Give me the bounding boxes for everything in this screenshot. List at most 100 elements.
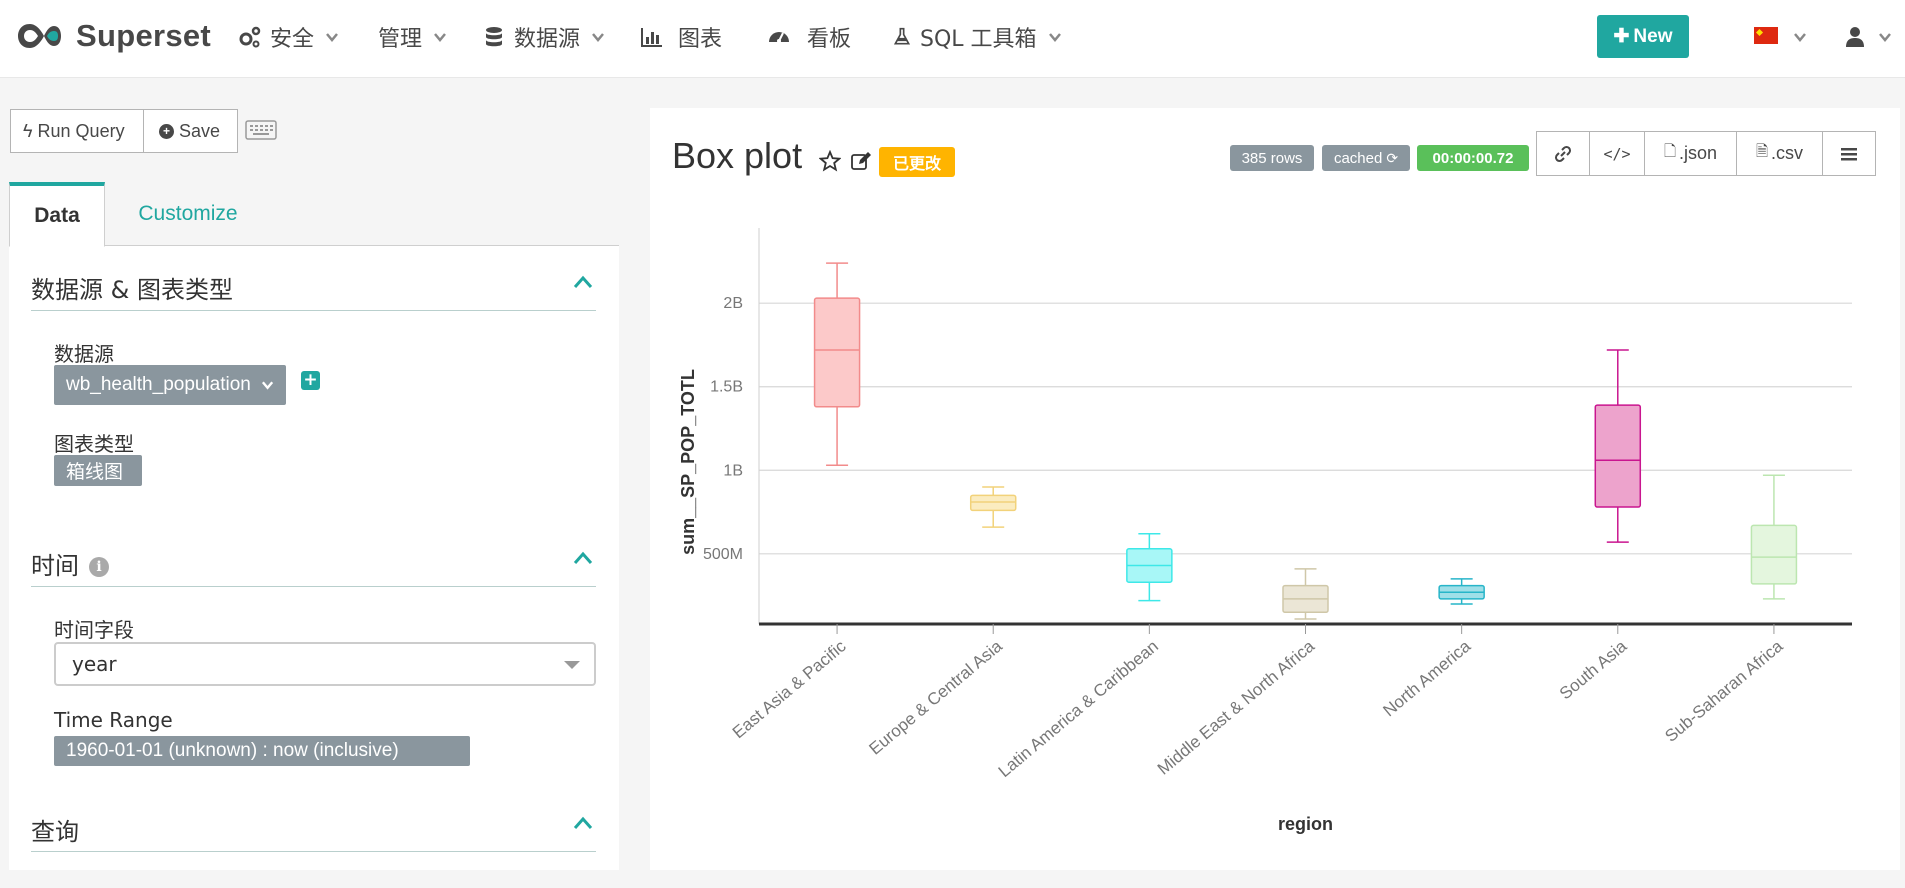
x-tick-label: Europe & Central Asia <box>865 636 1006 758</box>
keyboard-icon[interactable] <box>245 119 277 141</box>
nav-datasources-menu[interactable]: 数据源 <box>482 22 604 52</box>
nav-dashboards-link[interactable]: 看板 <box>767 22 851 52</box>
y-tick-label: 500M <box>703 546 743 563</box>
query-toolbar: ϟ Run Query + Save <box>10 109 238 153</box>
chart-panel <box>650 108 1900 870</box>
row-count-badge: 385 rows <box>1230 145 1314 171</box>
star-icon[interactable] <box>819 150 841 172</box>
x-tick-label: South Asia <box>1556 636 1631 703</box>
box-north-america: North America <box>1379 578 1485 720</box>
database-icon <box>486 27 502 47</box>
run-query-label: Run Query <box>37 120 125 141</box>
bar-chart-icon <box>641 28 662 47</box>
y-tick-label: 1B <box>723 462 743 479</box>
chevron-down-icon[interactable] <box>1794 31 1806 43</box>
export-json-label: .json <box>1679 143 1718 163</box>
top-navbar: Superset 安全 管理 数据源 图表 <box>0 0 1905 78</box>
bolt-icon: ϟ <box>23 120 33 141</box>
chevron-up-icon[interactable] <box>573 816 593 830</box>
control-tabs: Data Customize <box>9 182 619 247</box>
iqr-box <box>813 297 861 408</box>
chevron-up-icon[interactable] <box>573 551 593 565</box>
section-divider <box>31 851 596 852</box>
caret-down-icon <box>564 661 580 669</box>
plus-icon: ✚ <box>1613 26 1630 47</box>
nav-charts-label: 图表 <box>678 27 723 52</box>
chevron-down-icon <box>592 33 604 42</box>
file-code-icon: 🗋 <box>1663 143 1677 160</box>
save-button[interactable]: + Save <box>144 109 238 153</box>
export-csv-label: .csv <box>1771 143 1804 163</box>
file-text-icon: 🗎 <box>1755 143 1769 160</box>
chevron-up-icon[interactable] <box>573 275 593 289</box>
duration-badge: 00:00:00.72 <box>1417 145 1529 171</box>
x-tick-label: North America <box>1379 636 1474 720</box>
x-axis-title: region <box>1278 814 1333 834</box>
datasource-label: 数据源 <box>54 342 114 366</box>
nav-dashboards-label: 看板 <box>807 27 852 52</box>
add-datasource-icon[interactable]: + <box>301 371 320 390</box>
time-field-value: year <box>72 652 117 676</box>
box-sub-saharan-africa: Sub-Saharan Africa <box>1661 474 1798 746</box>
time-field-label: 时间字段 <box>54 618 134 642</box>
section-datasource-title[interactable]: 数据源 & 图表类型 <box>31 276 233 304</box>
edit-icon[interactable] <box>850 150 872 172</box>
box-east-asia-pacific: East Asia & Pacific <box>729 262 861 742</box>
section-divider <box>31 586 596 587</box>
chart-title[interactable]: Box plot <box>672 135 803 176</box>
dashboard-icon <box>769 32 789 43</box>
changed-badge: 已更改 <box>879 147 955 177</box>
chart-actions: </> 🗋 .json 🗎 .csv <box>1536 131 1876 176</box>
nav-sqllab-menu[interactable]: SQL 工具箱 <box>892 22 1061 52</box>
chart-type-select[interactable]: 箱线图 <box>54 455 142 486</box>
nav-security-menu[interactable]: 安全 <box>238 22 338 52</box>
export-json-button[interactable]: 🗋 .json <box>1645 131 1737 176</box>
tab-customize[interactable]: Customize <box>138 202 238 225</box>
time-range-select[interactable]: 1960-01-01 (unknown) : now (inclusive) <box>54 736 470 766</box>
nav-charts-link[interactable]: 图表 <box>640 22 722 52</box>
flask-icon <box>893 27 911 45</box>
refresh-icon: ⟳ <box>1386 149 1399 166</box>
china-flag-icon[interactable] <box>1754 27 1778 44</box>
new-button-label: New <box>1633 25 1673 47</box>
time-field-select[interactable]: year <box>54 642 596 686</box>
box-plot-chart: 500M 1B 1.5B 2B East Asia & Pacific Europe & … <box>678 228 1852 834</box>
superset-logo-icon <box>18 24 61 48</box>
new-button[interactable]: ✚ New <box>1597 15 1689 58</box>
section-divider <box>31 310 596 311</box>
datasource-select[interactable]: wb_health_population <box>54 365 286 405</box>
time-range-label: Time Range <box>54 708 173 732</box>
export-csv-button[interactable]: 🗎 .csv <box>1737 131 1823 176</box>
nav-manage-menu[interactable]: 管理 <box>378 22 446 52</box>
cached-label: cached <box>1333 149 1383 167</box>
more-menu-button[interactable] <box>1823 131 1876 176</box>
tab-data[interactable]: Data <box>9 182 105 247</box>
chart-type-label: 图表类型 <box>54 432 134 456</box>
brand[interactable]: Superset <box>16 18 211 54</box>
x-tick-label: Latin America & Caribbean <box>995 637 1162 782</box>
iqr-box <box>969 494 1017 512</box>
nav-sqllab-label: SQL 工具箱 <box>920 27 1037 52</box>
nav-manage-label: 管理 <box>378 27 423 52</box>
x-tick-label: Middle East & North Africa <box>1154 636 1319 778</box>
chevron-down-icon[interactable] <box>1879 31 1891 43</box>
section-query-title[interactable]: 查询 <box>31 818 79 846</box>
iqr-box <box>1594 404 1642 508</box>
section-time-title[interactable]: 时间 i <box>31 546 109 581</box>
box-south-asia: South Asia <box>1556 349 1642 703</box>
info-icon[interactable]: i <box>89 557 109 577</box>
embed-code-button[interactable]: </> <box>1590 131 1645 176</box>
cached-badge[interactable]: cached ⟳ <box>1322 145 1410 171</box>
run-query-button[interactable]: ϟ Run Query <box>10 109 144 153</box>
hamburger-icon <box>1841 147 1857 160</box>
chevron-down-icon <box>326 33 338 42</box>
plus-circle-icon: + <box>159 123 174 139</box>
code-icon: </> <box>1603 144 1631 163</box>
chevron-down-icon <box>261 381 274 390</box>
nav-datasources-label: 数据源 <box>514 27 581 52</box>
share-link-button[interactable] <box>1536 131 1590 176</box>
user-icon[interactable] <box>1845 26 1865 48</box>
iqr-box <box>1750 524 1798 585</box>
chevron-down-icon <box>1048 33 1061 42</box>
section-time-label: 时间 <box>31 552 79 580</box>
